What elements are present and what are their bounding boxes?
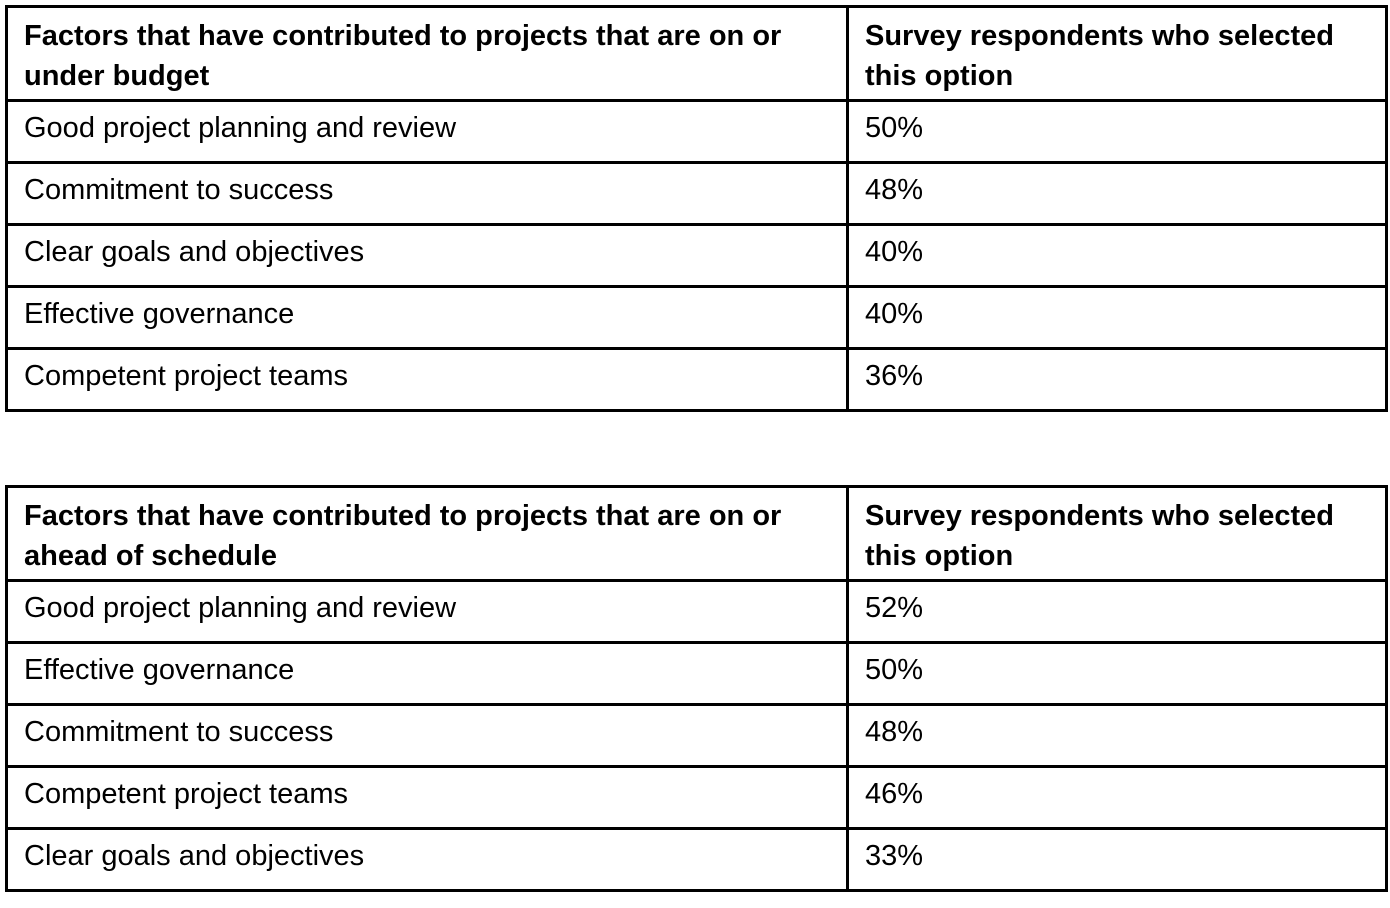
table-header-row: Factors that have contributed to project… [5, 485, 1388, 582]
factor-cell: Good project planning and review [5, 99, 849, 164]
share-cell: 33% [846, 827, 1388, 892]
factor-cell: Competent project teams [5, 765, 849, 830]
table-row: Clear goals and objectives 33% [5, 827, 1388, 892]
budget-factors-table: Factors that have contributed to project… [5, 5, 1388, 412]
table-row: Effective governance 40% [5, 285, 1388, 350]
factor-cell: Competent project teams [5, 347, 849, 412]
schedule-factors-table: Factors that have contributed to project… [5, 485, 1388, 892]
table-row: Effective governance 50% [5, 641, 1388, 706]
share-cell: 50% [846, 641, 1388, 706]
table-row: Commitment to success 48% [5, 703, 1388, 768]
share-cell: 52% [846, 579, 1388, 644]
share-cell: 40% [846, 223, 1388, 288]
table-row: Good project planning and review 52% [5, 579, 1388, 644]
share-cell: 48% [846, 161, 1388, 226]
table-header-row: Factors that have contributed to project… [5, 5, 1388, 102]
factor-cell: Clear goals and objectives [5, 223, 849, 288]
factor-cell: Clear goals and objectives [5, 827, 849, 892]
share-cell: 36% [846, 347, 1388, 412]
table-row: Clear goals and objectives 40% [5, 223, 1388, 288]
table-row: Competent project teams 46% [5, 765, 1388, 830]
share-cell: 50% [846, 99, 1388, 164]
factor-cell: Effective governance [5, 641, 849, 706]
table-row: Competent project teams 36% [5, 347, 1388, 412]
factor-cell: Commitment to success [5, 161, 849, 226]
table-row: Good project planning and review 50% [5, 99, 1388, 164]
share-cell: 46% [846, 765, 1388, 830]
factor-column-header: Factors that have contributed to project… [5, 5, 849, 102]
share-column-header: Survey respondents who selected this opt… [846, 5, 1388, 102]
factor-cell: Effective governance [5, 285, 849, 350]
share-cell: 48% [846, 703, 1388, 768]
share-column-header: Survey respondents who selected this opt… [846, 485, 1388, 582]
factor-column-header: Factors that have contributed to project… [5, 485, 849, 582]
factor-cell: Commitment to success [5, 703, 849, 768]
factor-cell: Good project planning and review [5, 579, 849, 644]
table-row: Commitment to success 48% [5, 161, 1388, 226]
share-cell: 40% [846, 285, 1388, 350]
